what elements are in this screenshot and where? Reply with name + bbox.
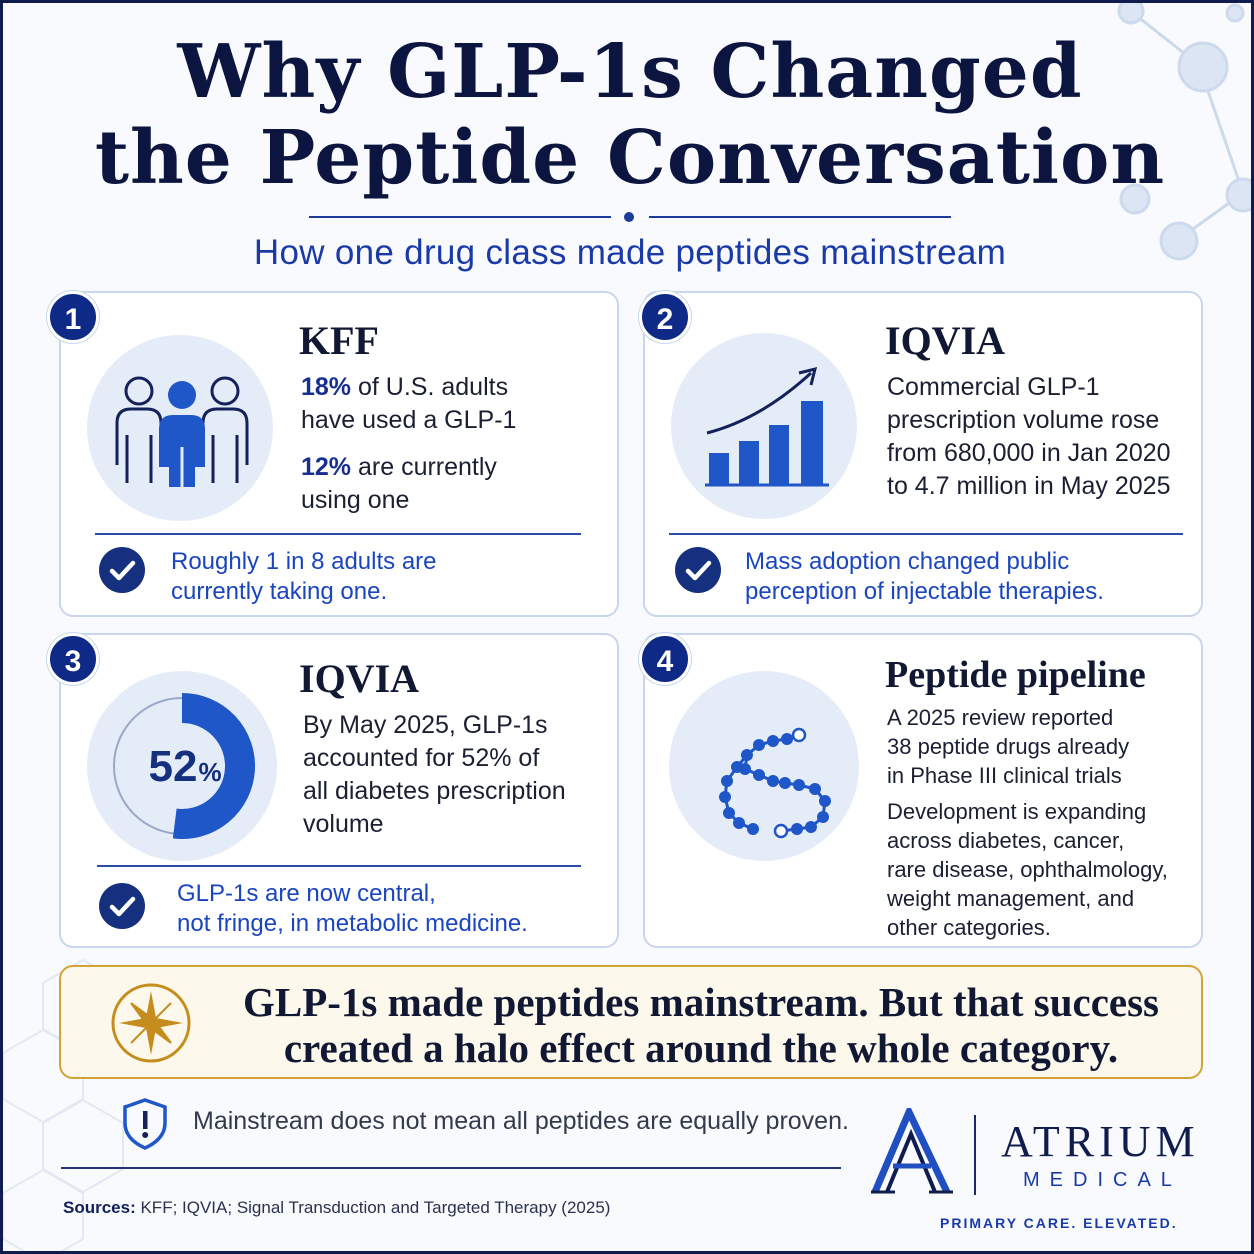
card-divider bbox=[97, 865, 581, 867]
checkmark-icon bbox=[99, 883, 145, 929]
card-kff-usage: KFF 18% of U.S. adults have used a GLP-1… bbox=[59, 291, 619, 617]
warning-text: Mainstream does not mean all peptides ar… bbox=[193, 1107, 849, 1135]
stat-value: 18% bbox=[301, 373, 352, 401]
brand-name: ATRIUM bbox=[1001, 1117, 1200, 1166]
body-line: in Phase III clinical trials bbox=[887, 763, 1122, 788]
molecule-decoration bbox=[1117, 3, 1251, 261]
stat-text: of U.S. adults bbox=[351, 373, 509, 401]
card-iqvia-share: 52 % IQVIA By May 2025, GLP-1s accounted… bbox=[59, 633, 619, 948]
body-line: 38 peptide drugs already bbox=[887, 734, 1130, 759]
card-note: Mass adoption changed public perception … bbox=[745, 547, 1104, 607]
body-line: A 2025 review reported bbox=[887, 705, 1114, 730]
card-heading: KFF bbox=[299, 318, 379, 363]
background-decoration bbox=[3, 3, 1251, 1251]
step-number-badge: 3 bbox=[47, 633, 99, 685]
title-rule-dot bbox=[624, 212, 634, 222]
card-heading: Peptide pipeline bbox=[885, 654, 1146, 696]
body-line: accounted for 52% of bbox=[303, 744, 540, 772]
banner-line: GLP-1s made peptides mainstream. But tha… bbox=[242, 979, 1160, 1025]
card-divider bbox=[95, 533, 581, 535]
takeaway-banner: GLP-1s made peptides mainstream. But tha… bbox=[59, 965, 1203, 1079]
checkmark-icon bbox=[99, 547, 145, 593]
note-line: Roughly 1 in 8 adults are bbox=[171, 548, 437, 575]
card-body: By May 2025, GLP-1s accounted for 52% of… bbox=[303, 709, 566, 841]
step-number-badge: 4 bbox=[639, 633, 691, 685]
bar-growth-icon bbox=[671, 333, 857, 519]
stat-18-percent: 18% of U.S. adults have used a GLP-1 bbox=[301, 371, 516, 437]
atrium-a-logo bbox=[871, 1103, 953, 1198]
gauge-unit: % bbox=[198, 757, 221, 787]
subtitle: How one drug class made peptides mainstr… bbox=[253, 233, 1007, 272]
compass-star-icon bbox=[109, 981, 193, 1065]
card-body-para-2: Development is expanding across diabetes… bbox=[887, 797, 1168, 942]
body-line: all diabetes prescription bbox=[303, 777, 566, 805]
card-divider bbox=[669, 533, 1183, 535]
banner-line: created a halo effect around the whole c… bbox=[283, 1025, 1119, 1071]
gauge-fill bbox=[172, 693, 255, 839]
note-line: not fringe, in metabolic medicine. bbox=[177, 910, 528, 937]
note-line: currently taking one. bbox=[171, 578, 388, 605]
stat-text: have used a GLP-1 bbox=[301, 406, 517, 434]
stat-12-percent: 12% are currently using one bbox=[301, 451, 497, 517]
card-peptide-pipeline: Peptide pipeline A 2025 review reported … bbox=[643, 633, 1203, 948]
card-note: Roughly 1 in 8 adults are currently taki… bbox=[171, 547, 437, 607]
body-line: other categories. bbox=[887, 915, 1051, 940]
title-rule-left bbox=[309, 216, 611, 218]
page-title: Why GLP-1s Changed the Peptide Conversat… bbox=[3, 29, 1251, 201]
card-iqvia-volume: IQVIA Commercial GLP-1 prescription volu… bbox=[643, 291, 1203, 617]
card-body-para-1: A 2025 review reported 38 peptide drugs … bbox=[887, 703, 1129, 790]
stat-value: 12% bbox=[301, 453, 352, 481]
body-line: volume bbox=[303, 810, 384, 838]
footer-rule bbox=[61, 1167, 841, 1169]
body-line: to 4.7 million in May 2025 bbox=[887, 472, 1171, 500]
stat-text: using one bbox=[301, 486, 410, 514]
sources: Sources: KFF; IQVIA; Signal Transduction… bbox=[63, 1198, 610, 1218]
peptide-chain-icon bbox=[669, 671, 859, 861]
title-rule-right bbox=[649, 216, 951, 218]
sources-text: KFF; IQVIA; Signal Transduction and Targ… bbox=[135, 1198, 611, 1217]
banner-text: GLP-1s made peptides mainstream. But tha… bbox=[211, 979, 1191, 1071]
note-line: perception of injectable therapies. bbox=[745, 578, 1104, 605]
body-line: from 680,000 in Jan 2020 bbox=[887, 439, 1171, 467]
card-note: GLP-1s are now central, not fringe, in m… bbox=[177, 879, 528, 939]
title-line-1: Why GLP-1s Changed bbox=[177, 29, 1083, 115]
brand-separator bbox=[974, 1115, 976, 1195]
step-number-badge: 2 bbox=[639, 291, 691, 343]
body-line: Commercial GLP-1 bbox=[887, 373, 1100, 401]
body-line: across diabetes, cancer, bbox=[887, 828, 1125, 853]
checkmark-icon bbox=[675, 547, 721, 593]
body-line: rare disease, ophthalmology, bbox=[887, 857, 1168, 882]
card-heading: IQVIA bbox=[885, 318, 1006, 363]
note-line: Mass adoption changed public bbox=[745, 548, 1070, 575]
brand-tagline: PRIMARY CARE. ELEVATED. bbox=[940, 1215, 1178, 1231]
body-line: prescription volume rose bbox=[887, 406, 1160, 434]
donut-gauge-icon: 52 % bbox=[87, 671, 277, 861]
note-line: GLP-1s are now central, bbox=[177, 880, 436, 907]
title-line-2: the Peptide Conversation bbox=[94, 115, 1166, 201]
brand-subname: MEDICAL bbox=[1023, 1169, 1182, 1191]
body-line: Development is expanding bbox=[887, 799, 1147, 824]
card-heading: IQVIA bbox=[299, 656, 420, 701]
stat-text: are currently bbox=[351, 453, 497, 481]
gauge-value: 52 bbox=[149, 742, 198, 791]
sources-label: Sources: bbox=[63, 1198, 136, 1217]
shield-alert-icon bbox=[121, 1097, 169, 1151]
people-icon bbox=[87, 335, 273, 521]
step-number-badge: 1 bbox=[47, 291, 99, 343]
body-line: By May 2025, GLP-1s bbox=[303, 711, 548, 739]
body-line: weight management, and bbox=[887, 886, 1135, 911]
card-body: Commercial GLP-1 prescription volume ros… bbox=[887, 371, 1171, 503]
